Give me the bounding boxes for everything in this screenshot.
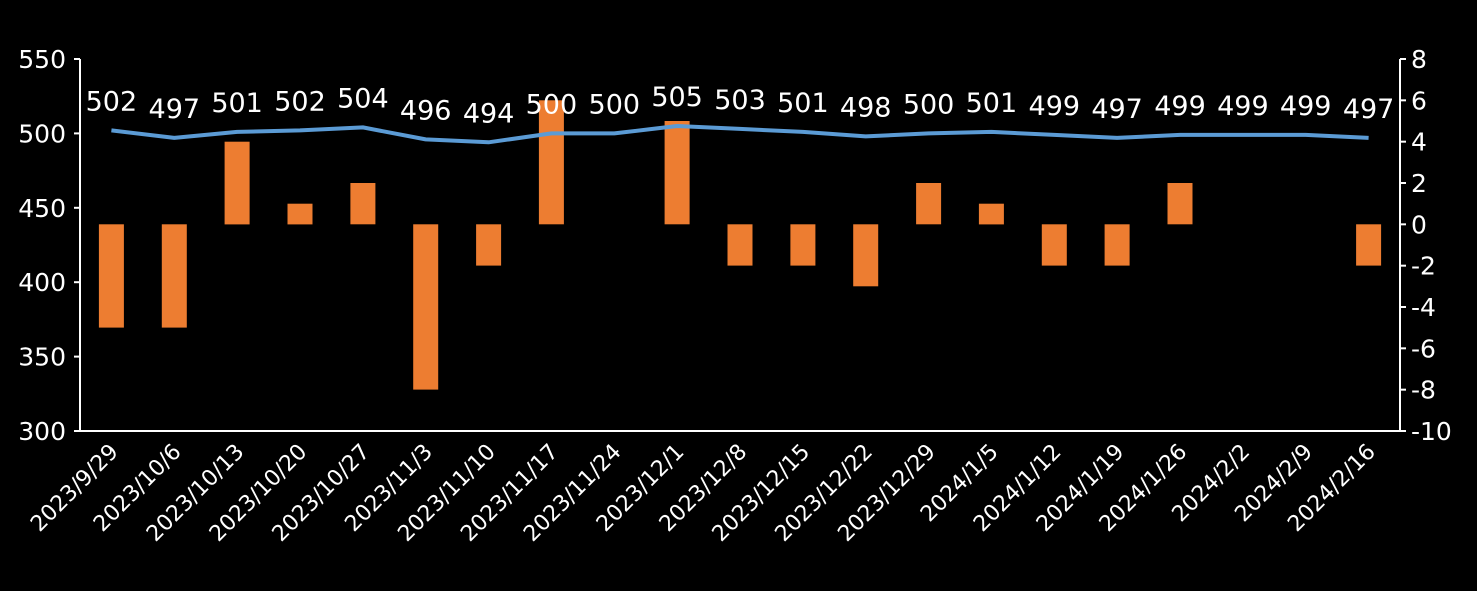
left-tick-label: 550 <box>18 45 66 74</box>
data-label: 496 <box>400 95 452 126</box>
bar <box>161 224 187 328</box>
data-label: 501 <box>966 88 1018 119</box>
axes <box>79 59 1401 432</box>
bar <box>727 224 753 266</box>
data-label: 499 <box>1154 91 1206 122</box>
data-label: 500 <box>589 89 641 120</box>
data-label: 499 <box>1029 91 1081 122</box>
data-label: 504 <box>337 83 389 114</box>
bar <box>224 141 250 225</box>
data-label: 505 <box>651 82 703 113</box>
data-label: 501 <box>211 88 263 119</box>
data-label: 500 <box>526 89 578 120</box>
data-label: 502 <box>274 86 326 117</box>
right-tick-label: -10 <box>1411 417 1452 446</box>
bar <box>476 224 502 266</box>
bar <box>1041 224 1067 266</box>
line-path <box>111 124 1369 145</box>
right-tick-label: -8 <box>1411 376 1436 405</box>
right-axis-ticks: -10 -8 -6 -4 -2 0 2 4 6 8 <box>1400 45 1452 446</box>
bar <box>350 183 376 225</box>
data-label: 498 <box>840 92 892 123</box>
right-tick-label: 6 <box>1411 86 1427 115</box>
right-tick-label: 0 <box>1411 210 1427 239</box>
bar <box>413 224 439 390</box>
right-tick-label: 2 <box>1411 169 1427 198</box>
data-label: 497 <box>1343 94 1395 125</box>
data-label: 501 <box>777 88 829 119</box>
bar <box>1356 224 1382 266</box>
bar <box>287 203 313 225</box>
data-label: 500 <box>903 89 955 120</box>
left-tick-label: 350 <box>18 343 66 372</box>
bar <box>978 203 1004 225</box>
left-tick-label: 450 <box>18 194 66 223</box>
bar <box>1167 183 1193 225</box>
bar <box>916 183 942 225</box>
data-label: 503 <box>714 85 766 116</box>
left-tick-label: 300 <box>18 417 66 446</box>
data-label: 494 <box>463 98 515 129</box>
right-tick-label: -4 <box>1411 293 1436 322</box>
data-label: 497 <box>149 94 201 125</box>
left-axis-ticks: 300 350 400 450 500 550 <box>18 45 80 446</box>
data-label: 502 <box>86 86 138 117</box>
data-label: 499 <box>1217 91 1269 122</box>
line-series <box>111 124 1369 145</box>
left-tick-label: 500 <box>18 119 66 148</box>
bar <box>98 224 124 328</box>
right-tick-label: 8 <box>1411 45 1427 74</box>
bar <box>853 224 879 287</box>
right-tick-label: -6 <box>1411 334 1436 363</box>
left-tick-label: 400 <box>18 268 66 297</box>
bar <box>538 100 564 225</box>
bar <box>790 224 816 266</box>
bar <box>1104 224 1130 266</box>
data-label: 499 <box>1280 91 1332 122</box>
bar <box>664 121 690 225</box>
right-tick-label: 4 <box>1411 128 1427 157</box>
data-labels: 502 497 501 502 504 496 494 500 500 505 503 501 498 5… <box>86 82 1395 129</box>
right-tick-label: -2 <box>1411 252 1436 281</box>
bar-series <box>98 100 1382 390</box>
data-label: 497 <box>1091 94 1143 125</box>
